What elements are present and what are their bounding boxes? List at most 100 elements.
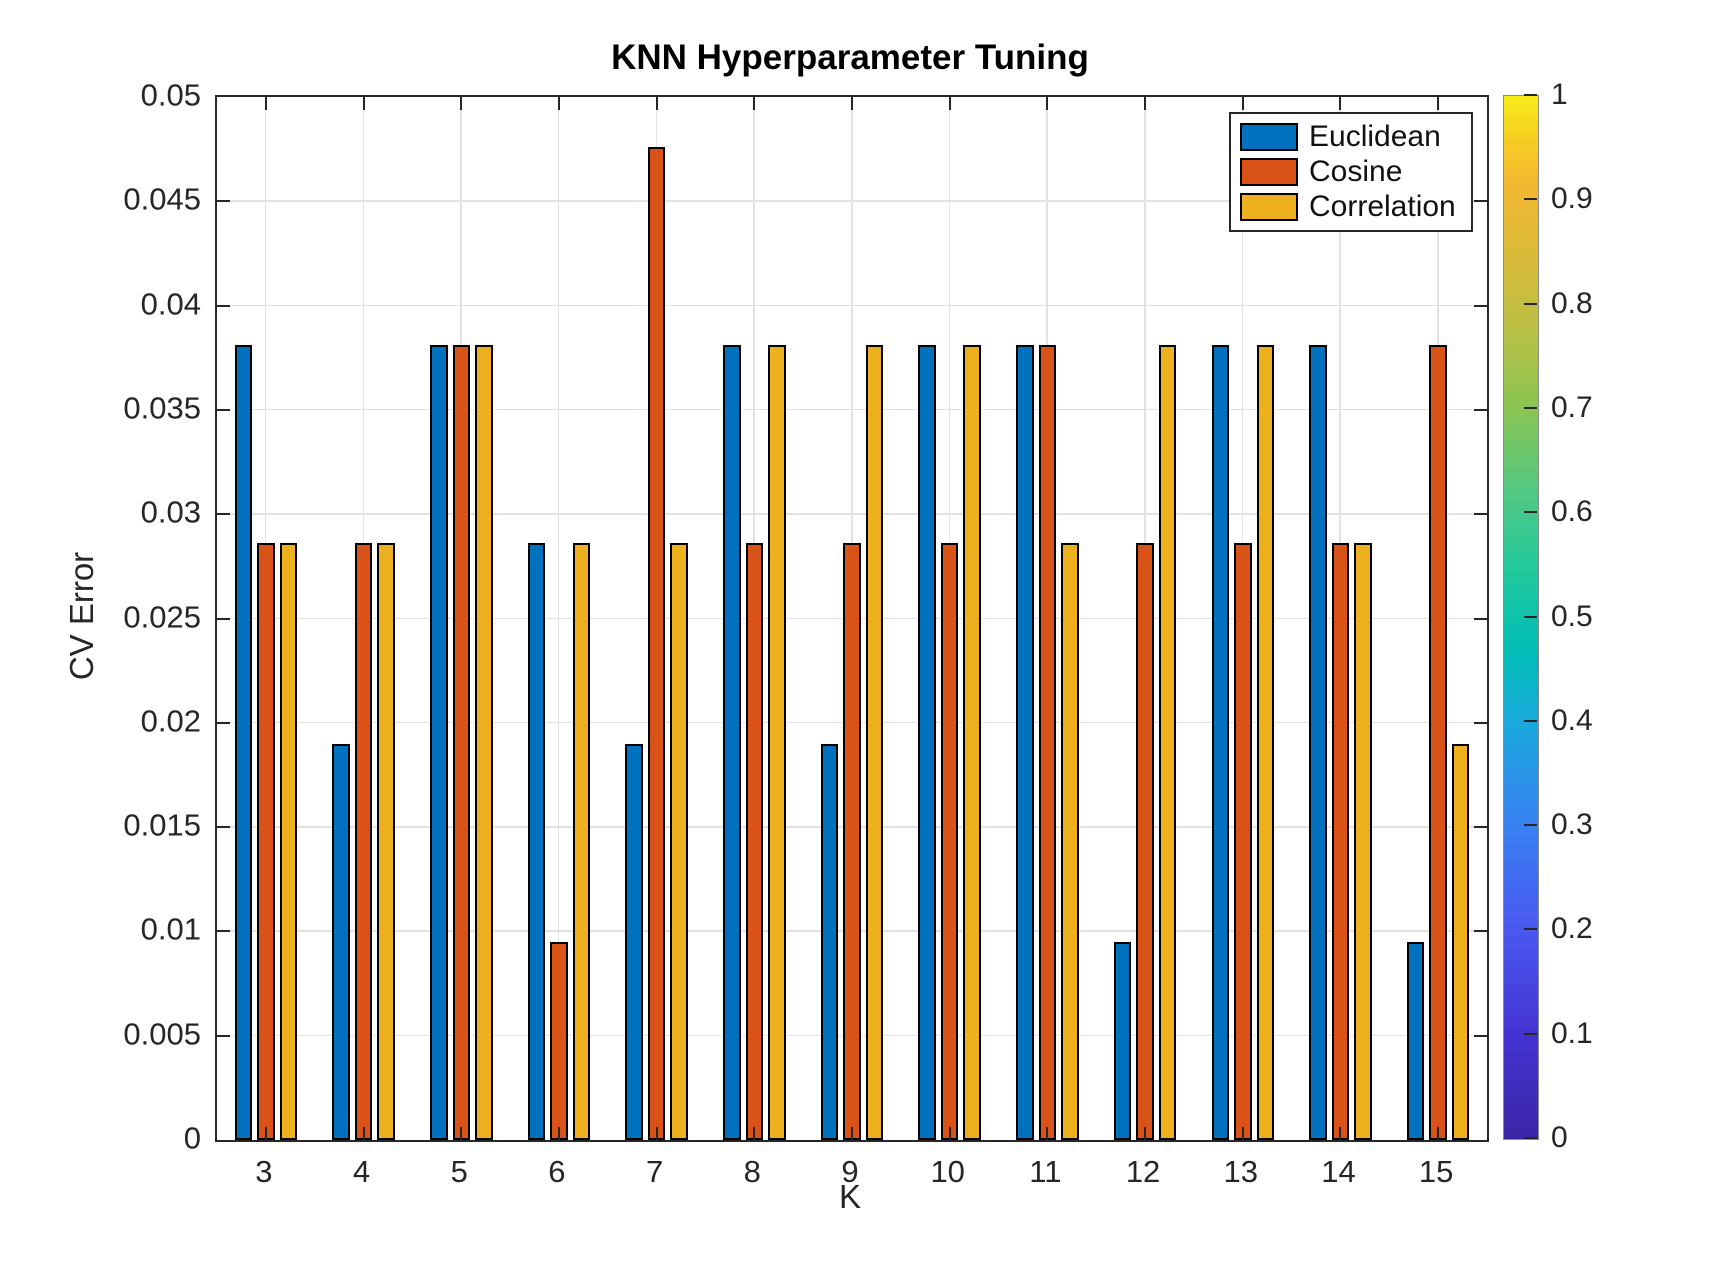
x-tick-bottom [753, 1127, 756, 1140]
y-tick-left [217, 617, 230, 620]
x-tick-top [1437, 97, 1440, 110]
x-tick-top [264, 97, 267, 110]
colorbar-tick [1524, 302, 1537, 305]
bar-euclidean-k5 [430, 345, 448, 1140]
y-tick-left [217, 930, 230, 933]
x-tick-label: 9 [841, 1154, 859, 1189]
y-tick-right [1474, 617, 1487, 620]
y-tick-left [217, 1034, 230, 1037]
colorbar-tick [1524, 1137, 1537, 1139]
bar-correlation-k5 [475, 345, 493, 1140]
bar-correlation-k14 [1354, 543, 1372, 1140]
colorbar-tick-label: 0.6 [1551, 495, 1593, 529]
colorbar-tick-label: 1 [1551, 78, 1568, 111]
bar-euclidean-k7 [625, 744, 643, 1140]
bar-cosine-k13 [1234, 543, 1252, 1140]
bar-cosine-k7 [647, 147, 666, 1140]
x-tick-label: 7 [645, 1154, 664, 1189]
plot-area [215, 95, 1489, 1142]
y-tick-right [1474, 721, 1487, 724]
x-tick-bottom [1046, 1127, 1049, 1140]
y-tick-label: 0.01 [140, 911, 201, 947]
x-tick-bottom [1339, 1127, 1342, 1140]
x-tick-label: 8 [743, 1154, 761, 1189]
bar-cosine-k12 [1136, 543, 1154, 1140]
bar-euclidean-k10 [918, 345, 936, 1140]
colorbar-tick-label: 0.5 [1551, 599, 1593, 633]
x-tick-bottom [557, 1127, 560, 1140]
y-tick-right [1474, 200, 1487, 203]
bar-euclidean-k11 [1016, 345, 1034, 1140]
y-tick-right [1474, 408, 1487, 411]
y-tick-right [1474, 304, 1487, 307]
x-tick-bottom [362, 1127, 365, 1140]
x-tick-bottom [851, 1127, 853, 1140]
bar-correlation-k9 [865, 345, 884, 1140]
bar-euclidean-k15 [1406, 942, 1425, 1140]
bar-cosine-k14 [1331, 543, 1350, 1140]
bar-correlation-k12 [1158, 345, 1177, 1140]
legend: Euclidean Cosine Correlation [1229, 112, 1473, 232]
bar-correlation-k15 [1451, 744, 1470, 1140]
x-tick-top [1144, 97, 1147, 110]
y-tick-right [1474, 826, 1487, 829]
bar-euclidean-k6 [527, 543, 546, 1140]
legend-swatch-cosine [1240, 157, 1298, 186]
y-tick-label: 0.05 [140, 77, 201, 113]
x-tick-top [1046, 97, 1049, 110]
y-tick-left [217, 408, 230, 411]
x-tick-bottom [948, 1127, 951, 1140]
x-tick-label: 13 [1223, 1154, 1258, 1189]
colorbar-tick-label: 0.3 [1551, 808, 1593, 842]
colorbar-tick [1524, 615, 1537, 618]
x-tick-bottom [460, 1127, 463, 1140]
y-tick-label: 0.03 [140, 494, 201, 530]
colorbar-tick [1524, 198, 1537, 201]
y-tick-right [1474, 513, 1487, 516]
colorbar-tick [1524, 928, 1537, 931]
x-tick-top [655, 97, 658, 110]
y-tick-left [217, 826, 230, 829]
colorbar-tick [1524, 94, 1537, 96]
y-tick-right [1474, 1034, 1487, 1037]
y-tick-label: 0.04 [140, 286, 201, 322]
x-tick-label: 10 [930, 1154, 965, 1189]
colorbar [1503, 95, 1539, 1140]
x-tick-label: 6 [548, 1154, 566, 1189]
colorbar-tick-label: 0.7 [1551, 390, 1593, 424]
bar-cosine-k9 [843, 543, 861, 1140]
colorbar-tick-label: 0.1 [1551, 1016, 1593, 1050]
colorbar-tick [1524, 406, 1537, 409]
x-tick-top [753, 97, 756, 110]
colorbar-tick [1524, 1032, 1537, 1035]
x-tick-top [460, 97, 463, 110]
x-tick-label: 15 [1418, 1154, 1454, 1189]
x-tick-bottom [655, 1127, 658, 1140]
colorbar-tick [1524, 511, 1537, 514]
chart-title: KNN Hyperparameter Tuning [611, 38, 1089, 77]
bar-cosine-k8 [745, 543, 764, 1140]
bar-cosine-k5 [452, 345, 470, 1140]
bar-correlation-k7 [670, 543, 688, 1140]
bar-cosine-k3 [257, 543, 275, 1140]
bar-euclidean-k9 [820, 744, 839, 1140]
y-tick-label: 0.045 [123, 181, 201, 217]
y-tick-label: 0.035 [123, 390, 201, 426]
bar-euclidean-k3 [234, 345, 253, 1140]
colorbar-tick-label: 0 [1551, 1121, 1568, 1154]
x-tick-top [851, 97, 853, 110]
bar-correlation-k11 [1061, 543, 1079, 1140]
y-tick-left [217, 513, 230, 516]
x-tick-bottom [1144, 1127, 1147, 1140]
legend-item-correlation: Correlation [1240, 190, 1471, 223]
y-tick-label: 0.015 [123, 807, 201, 843]
x-axis-label: K [838, 1178, 861, 1215]
y-tick-left [217, 721, 230, 724]
y-tick-label: 0.005 [123, 1016, 201, 1052]
x-tick-label: 11 [1029, 1154, 1062, 1189]
legend-item-euclidean: Euclidean [1240, 120, 1471, 153]
bar-euclidean-k12 [1113, 942, 1132, 1140]
y-tick-label: 0 [183, 1120, 201, 1156]
bar-euclidean-k4 [332, 744, 350, 1140]
